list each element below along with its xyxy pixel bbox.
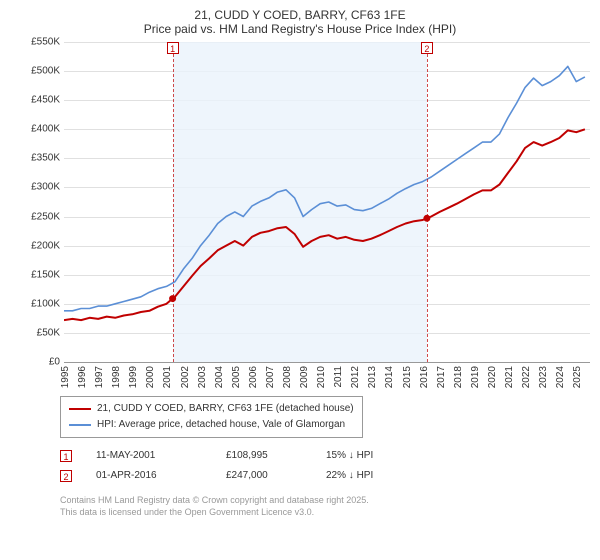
x-tick-label: 2012 <box>350 366 361 388</box>
x-tick-label: 2017 <box>436 366 447 388</box>
note-price-1: £108,995 <box>226 446 326 466</box>
x-tick-label: 2007 <box>265 366 276 388</box>
note-marker-1: 1 <box>60 450 72 462</box>
attribution: Contains HM Land Registry data © Crown c… <box>60 494 590 518</box>
x-tick-label: 2002 <box>180 366 191 388</box>
x-tick-label: 2014 <box>384 366 395 388</box>
note-row-1: 1 11-MAY-2001 £108,995 15% ↓ HPI <box>60 446 590 466</box>
series-line <box>64 66 585 310</box>
y-tick-label: £300K <box>10 182 60 193</box>
x-tick-label: 2011 <box>333 366 344 388</box>
legend-text-1: 21, CUDD Y COED, BARRY, CF63 1FE (detach… <box>97 401 354 417</box>
sale-notes: 1 11-MAY-2001 £108,995 15% ↓ HPI 2 01-AP… <box>60 446 590 486</box>
marker-box: 1 <box>167 42 179 54</box>
y-tick-label: £400K <box>10 124 60 135</box>
legend-item-2: HPI: Average price, detached house, Vale… <box>69 417 354 433</box>
x-tick-label: 1999 <box>128 366 139 388</box>
x-tick-label: 1996 <box>77 366 88 388</box>
x-tick-label: 2023 <box>538 366 549 388</box>
note-marker-2: 2 <box>60 470 72 482</box>
legend-text-2: HPI: Average price, detached house, Vale… <box>97 417 345 433</box>
marker-line <box>427 54 428 362</box>
legend-swatch-1 <box>69 408 91 410</box>
note-price-2: £247,000 <box>226 466 326 486</box>
y-tick-label: £0 <box>10 357 60 368</box>
x-tick-label: 2000 <box>145 366 156 388</box>
x-tick-label: 1997 <box>94 366 105 388</box>
legend-swatch-2 <box>69 424 91 426</box>
y-tick-label: £550K <box>10 37 60 48</box>
x-tick-label: 2010 <box>316 366 327 388</box>
series-line <box>64 129 585 320</box>
x-tick-label: 2001 <box>162 366 173 388</box>
title-line-1: 21, CUDD Y COED, BARRY, CF63 1FE <box>10 8 590 22</box>
line-chart-svg <box>64 42 590 362</box>
x-tick-label: 2016 <box>419 366 430 388</box>
note-diff-1: 15% ↓ HPI <box>326 446 436 466</box>
x-tick-label: 2004 <box>214 366 225 388</box>
legend-item-1: 21, CUDD Y COED, BARRY, CF63 1FE (detach… <box>69 401 354 417</box>
marker-box: 2 <box>421 42 433 54</box>
x-tick-label: 2022 <box>521 366 532 388</box>
x-tick-label: 1998 <box>111 366 122 388</box>
plot-region: 12 <box>64 42 590 363</box>
marker-line <box>173 54 174 362</box>
y-tick-label: £200K <box>10 240 60 251</box>
note-date-2: 01-APR-2016 <box>96 466 226 486</box>
x-tick-label: 2018 <box>453 366 464 388</box>
x-tick-label: 2005 <box>231 366 242 388</box>
x-tick-label: 2015 <box>402 366 413 388</box>
title-line-2: Price paid vs. HM Land Registry's House … <box>10 22 590 36</box>
x-tick-label: 2024 <box>555 366 566 388</box>
x-tick-label: 2008 <box>282 366 293 388</box>
y-tick-label: £450K <box>10 95 60 106</box>
note-date-1: 11-MAY-2001 <box>96 446 226 466</box>
x-tick-label: 2021 <box>504 366 515 388</box>
x-tick-label: 1995 <box>60 366 71 388</box>
y-tick-label: £350K <box>10 153 60 164</box>
chart-container: 21, CUDD Y COED, BARRY, CF63 1FE Price p… <box>0 0 600 560</box>
y-tick-label: £50K <box>10 327 60 338</box>
x-tick-label: 2006 <box>248 366 259 388</box>
attribution-line-1: Contains HM Land Registry data © Crown c… <box>60 494 590 506</box>
note-diff-2: 22% ↓ HPI <box>326 466 436 486</box>
x-tick-label: 2009 <box>299 366 310 388</box>
y-tick-label: £250K <box>10 211 60 222</box>
x-tick-label: 2025 <box>572 366 583 388</box>
attribution-line-2: This data is licensed under the Open Gov… <box>60 506 590 518</box>
x-tick-label: 2020 <box>487 366 498 388</box>
x-tick-label: 2003 <box>197 366 208 388</box>
note-row-2: 2 01-APR-2016 £247,000 22% ↓ HPI <box>60 466 590 486</box>
y-tick-label: £500K <box>10 66 60 77</box>
y-tick-label: £100K <box>10 298 60 309</box>
x-tick-label: 2013 <box>367 366 378 388</box>
chart-area: £0£50K£100K£150K£200K£250K£300K£350K£400… <box>30 42 590 392</box>
y-tick-label: £150K <box>10 269 60 280</box>
legend: 21, CUDD Y COED, BARRY, CF63 1FE (detach… <box>60 396 363 438</box>
x-tick-label: 2019 <box>470 366 481 388</box>
